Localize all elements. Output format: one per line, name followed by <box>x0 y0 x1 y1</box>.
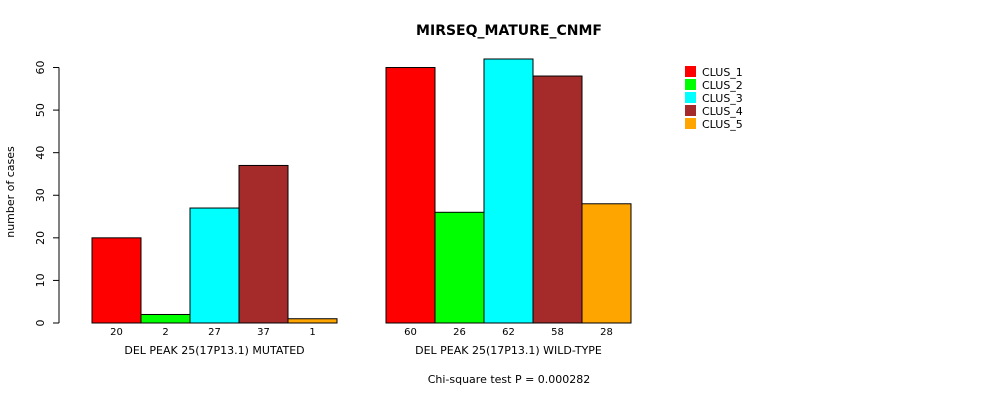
legend-label: CLUS_1 <box>702 66 743 79</box>
bar <box>189 207 240 324</box>
bar-value-label: 20 <box>110 327 123 338</box>
bar <box>385 67 436 324</box>
bar <box>434 211 485 324</box>
bar <box>238 164 289 324</box>
y-tick-label: 40 <box>34 146 47 160</box>
bars <box>91 58 632 324</box>
bar-value-label: 60 <box>404 327 417 338</box>
legend-label: CLUS_2 <box>702 79 743 92</box>
legend-swatch <box>685 118 696 129</box>
bar <box>287 318 338 324</box>
legend-label: CLUS_4 <box>702 105 743 118</box>
bar-value-label: 2 <box>162 327 168 338</box>
bar-value-label: 26 <box>453 327 466 338</box>
legend-swatch <box>685 66 696 77</box>
group-label: DEL PEAK 25(17P13.1) WILD-TYPE <box>415 344 602 357</box>
bar-value-label: 37 <box>257 327 270 338</box>
bar-value-labels: 20 2 27 37 1 60 26 62 58 28 <box>110 327 613 338</box>
y-tick-label: 10 <box>34 273 47 287</box>
y-tick-label: 30 <box>34 188 47 202</box>
bar-value-label: 1 <box>309 327 315 338</box>
legend-label: CLUS_5 <box>702 118 743 131</box>
group-labels: DEL PEAK 25(17P13.1) MUTATED DEL PEAK 25(… <box>124 344 602 357</box>
bar-value-label: 27 <box>208 327 221 338</box>
bar-value-label: 28 <box>600 327 613 338</box>
group-label: DEL PEAK 25(17P13.1) MUTATED <box>124 344 304 357</box>
bar <box>483 58 534 324</box>
bar <box>581 203 632 324</box>
y-tick-label: 0 <box>34 320 47 327</box>
y-tick-label: 20 <box>34 231 47 245</box>
y-axis-label: number of cases <box>4 146 17 238</box>
y-axis: 0 10 20 30 40 50 60 <box>34 61 60 327</box>
legend-swatch <box>685 92 696 103</box>
bar-value-label: 58 <box>551 327 564 338</box>
y-tick-label: 50 <box>34 103 47 117</box>
bar-value-label: 62 <box>502 327 515 338</box>
bar <box>140 313 191 324</box>
bar <box>91 237 142 324</box>
chart-title: MIRSEQ_MATURE_CNMF <box>416 23 602 39</box>
chi-square-footnote: Chi-square test P = 0.000282 <box>428 373 591 386</box>
y-tick-label: 60 <box>34 61 47 75</box>
legend-swatch <box>685 105 696 116</box>
bar <box>532 75 583 324</box>
legend-swatch <box>685 79 696 90</box>
legend-label: CLUS_3 <box>702 92 743 105</box>
